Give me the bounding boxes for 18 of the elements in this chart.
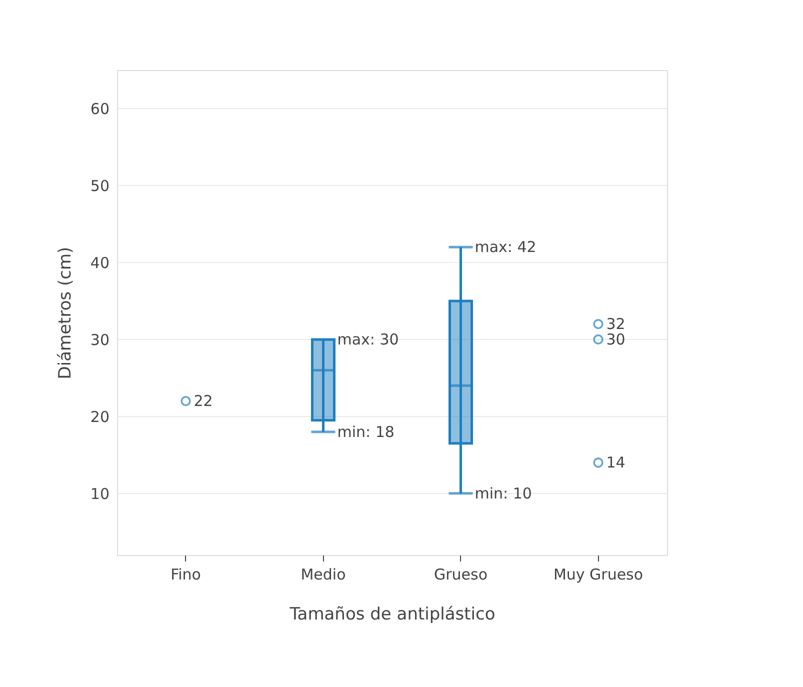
annotation: min: 10 bbox=[474, 484, 532, 502]
x-axis-title: Tamaños de antiplástico bbox=[288, 604, 496, 624]
y-tick-label: 50 bbox=[90, 176, 110, 195]
x-tick-label: Medio bbox=[300, 566, 346, 584]
y-tick-label: 20 bbox=[90, 408, 110, 426]
data-label: 22 bbox=[194, 392, 213, 410]
y-tick-label: 30 bbox=[90, 330, 110, 349]
annotation: min: 18 bbox=[337, 422, 394, 441]
y-tick-label: 10 bbox=[90, 484, 110, 503]
data-label: 14 bbox=[606, 454, 626, 472]
annotation: max: 42 bbox=[474, 238, 536, 256]
y-tick-label: 60 bbox=[90, 100, 110, 118]
y-axis-title: Diámetros (cm) bbox=[55, 246, 76, 380]
y-tick-label: 40 bbox=[90, 254, 110, 272]
x-tick-label: Grueso bbox=[434, 566, 488, 584]
x-tick-label: Muy Grueso bbox=[553, 566, 644, 584]
annotation: max: 30 bbox=[337, 330, 399, 348]
x-tick-label: Fino bbox=[170, 566, 201, 584]
